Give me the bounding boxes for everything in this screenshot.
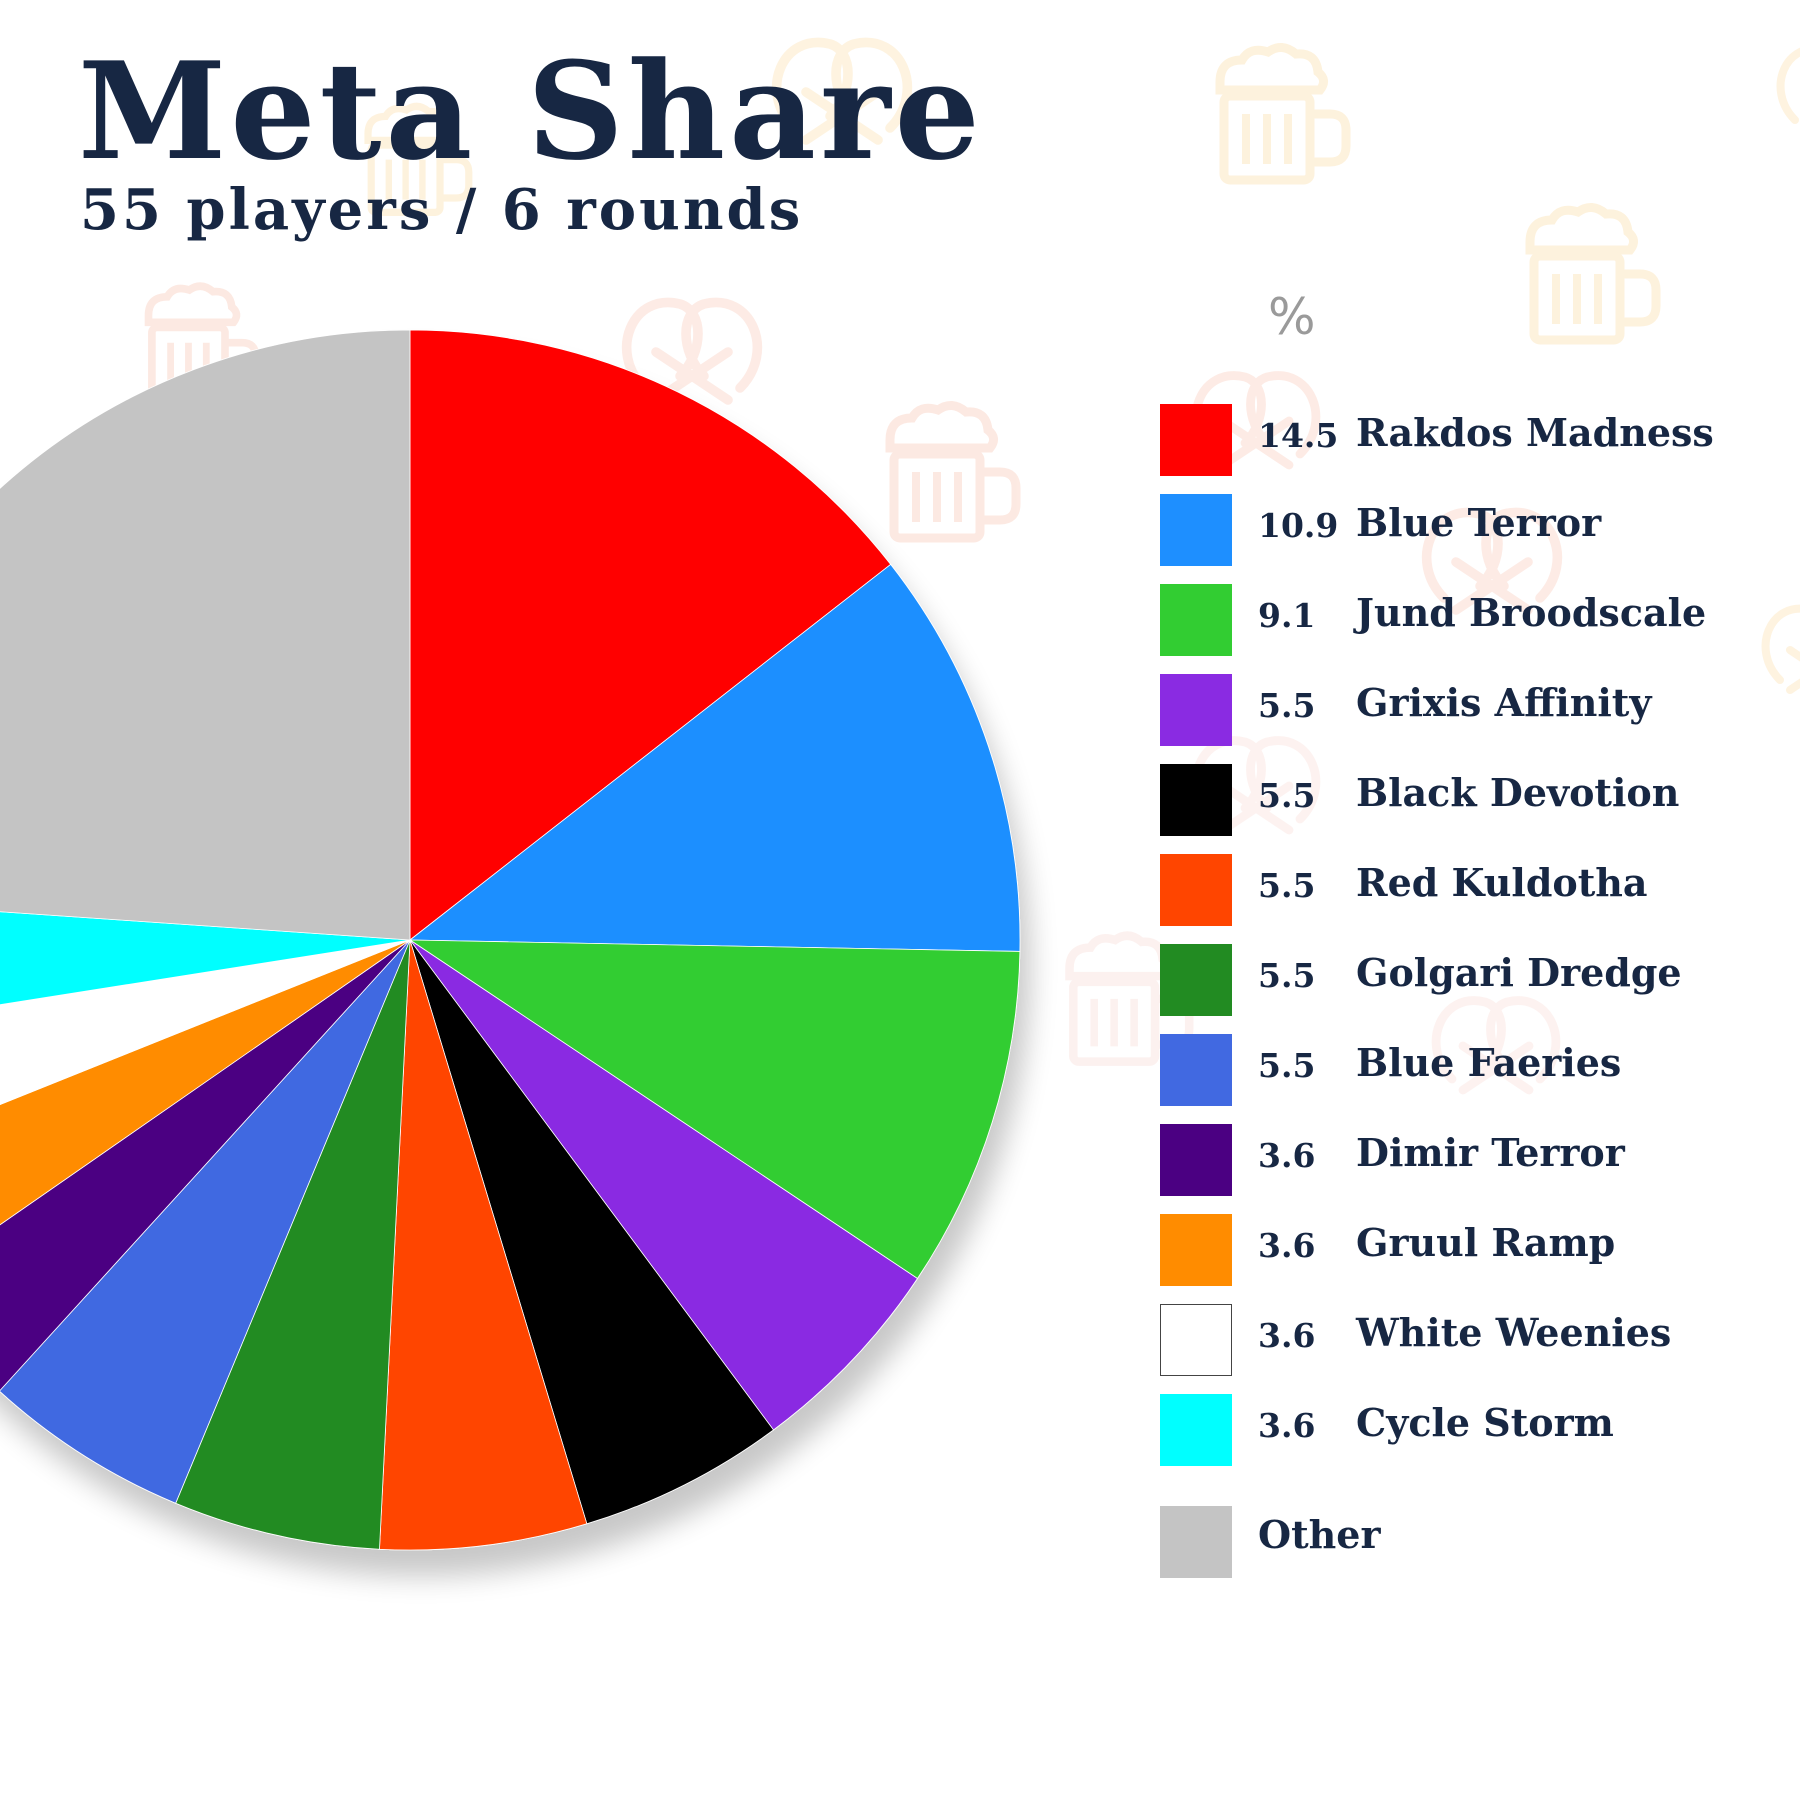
legend-swatch	[1160, 1034, 1232, 1106]
pie-slice	[0, 329, 411, 941]
legend-swatch	[1160, 1214, 1232, 1286]
pie-slice	[379, 939, 588, 1551]
chart-title: Meta Share	[78, 32, 984, 190]
beer-mug-icon	[885, 401, 1021, 543]
legend-value: 9.1	[1258, 596, 1316, 635]
legend-swatch	[1160, 674, 1232, 746]
legend-label: Rakdos Madness	[1356, 410, 1714, 455]
legend-label: Cycle Storm	[1356, 1400, 1614, 1445]
pie-slice	[408, 939, 1021, 1280]
pie-slices	[0, 329, 1021, 1551]
legend-label: Blue Faeries	[1356, 1040, 1622, 1085]
pie-slice	[0, 939, 411, 1226]
legend-swatch	[1160, 944, 1232, 1016]
pretzel-icon	[1191, 736, 1321, 835]
pie-slice	[409, 939, 775, 1525]
pie-slice	[0, 939, 411, 1392]
legend-swatch	[1160, 1506, 1232, 1578]
legend-swatch	[1160, 854, 1232, 926]
pretzel-icon	[1431, 996, 1561, 1095]
beer-mug-icon	[1215, 43, 1351, 185]
pretzel-icon	[771, 37, 913, 145]
legend-label: Red Kuldotha	[1356, 860, 1648, 905]
legend-swatch	[1160, 1124, 1232, 1196]
legend-label: Black Devotion	[1356, 770, 1680, 815]
legend-label: Jund Broodscale	[1356, 590, 1707, 635]
legend-value: 5.5	[1258, 686, 1316, 725]
pie-slice	[0, 911, 411, 1006]
legend-value: 14.5	[1258, 416, 1339, 455]
pie-slice	[408, 563, 1021, 952]
legend-value: 5.5	[1258, 956, 1316, 995]
legend-label: Other	[1258, 1512, 1381, 1557]
legend-label: Gruul Ramp	[1356, 1220, 1616, 1265]
legend-value-header: %	[1268, 288, 1316, 346]
pie-slice	[175, 939, 411, 1550]
legend-value: 3.6	[1258, 1406, 1316, 1445]
legend-value: 3.6	[1258, 1136, 1316, 1175]
chart-subtitle: 55 players / 6 rounds	[80, 177, 804, 243]
legend-label: Blue Terror	[1356, 500, 1602, 545]
legend-value: 3.6	[1258, 1226, 1316, 1265]
beer-mug-icon	[1525, 203, 1661, 345]
legend-swatch	[1160, 1394, 1232, 1466]
legend-label: White Weenies	[1356, 1310, 1672, 1355]
legend-value: 3.6	[1258, 1316, 1316, 1355]
legend-swatch	[1160, 494, 1232, 566]
pretzel-icon	[621, 297, 763, 405]
legend-value: 5.5	[1258, 776, 1316, 815]
legend-label: Dimir Terror	[1356, 1130, 1625, 1175]
legend-label: Grixis Affinity	[1356, 680, 1652, 725]
pretzel-icon	[1191, 371, 1321, 470]
legend-swatch	[1160, 584, 1232, 656]
pie-slice	[409, 329, 892, 941]
pretzel-icon	[1421, 507, 1563, 615]
legend-value: 5.5	[1258, 866, 1316, 905]
legend-swatch	[1160, 764, 1232, 836]
legend-swatch	[1160, 404, 1232, 476]
pie-slice	[409, 939, 919, 1431]
legend-value: 10.9	[1258, 506, 1339, 545]
pie-slice	[0, 939, 411, 1504]
legend-label: Golgari Dredge	[1356, 950, 1682, 995]
pie-slice	[0, 939, 411, 1106]
beer-mug-icon	[364, 102, 473, 217]
legend-value: 5.5	[1258, 1046, 1316, 1085]
legend-swatch	[1160, 1304, 1232, 1376]
